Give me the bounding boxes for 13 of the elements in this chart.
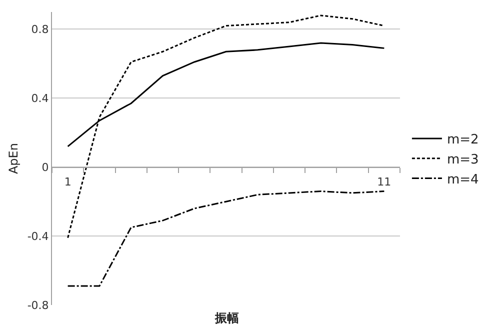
legend-label: m=4 (446, 172, 479, 188)
x-tick-label: 11 (377, 175, 392, 188)
x-axis-title: 振幅 (214, 311, 239, 325)
y-tick-label: -0.8 (27, 298, 49, 312)
y-tick-label: 0 (42, 160, 49, 174)
y-tick-label: -0.4 (27, 230, 49, 243)
line-series (67, 190, 385, 287)
legend-label: m=3 (446, 152, 479, 168)
y-axis-title: ApEn (6, 142, 21, 174)
y-tick-label: 0.4 (31, 92, 49, 106)
legend-label: m=2 (446, 132, 479, 148)
x-tick-label: 1 (64, 175, 72, 188)
y-tick-label: 0.8 (31, 23, 49, 36)
